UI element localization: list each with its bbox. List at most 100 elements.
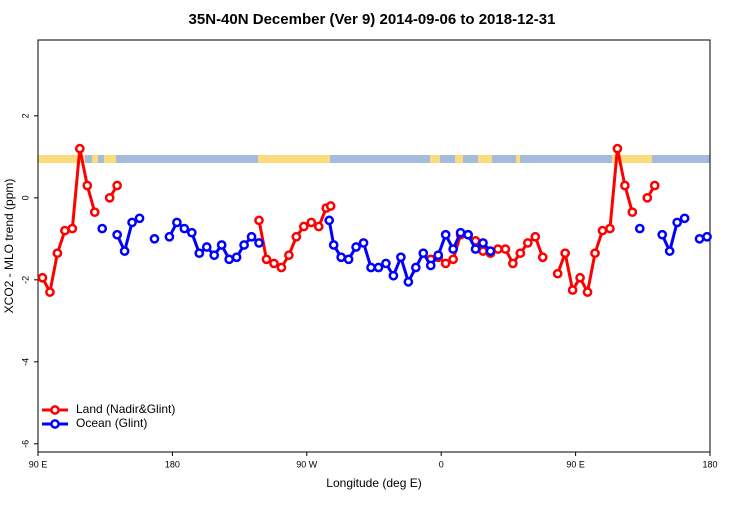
- legend-label: Land (Nadir&Glint): [76, 402, 175, 416]
- data-point: [291, 231, 302, 242]
- data-point: [284, 250, 294, 261]
- data-point: [560, 248, 570, 259]
- data-point: [351, 242, 361, 252]
- data-point: [209, 250, 220, 261]
- data-point: [522, 238, 533, 248]
- data-point: [575, 272, 585, 283]
- data-point: [313, 221, 324, 232]
- data-point: [657, 229, 668, 240]
- data-point: [45, 287, 55, 297]
- data-point: [186, 227, 197, 238]
- data-point: [52, 248, 63, 259]
- data-point: [597, 225, 608, 236]
- data-point: [112, 180, 122, 191]
- x-tick-label: 90 E: [29, 459, 48, 469]
- data-point: [276, 262, 287, 273]
- data-point: [164, 231, 175, 242]
- data-point: [627, 207, 638, 218]
- data-point: [373, 262, 384, 273]
- data-point: [358, 238, 369, 248]
- data-point: [254, 238, 264, 248]
- x-axis-title: Longitude (deg E): [326, 476, 421, 490]
- data-point: [642, 192, 653, 203]
- data-point: [470, 244, 481, 254]
- data-point: [261, 254, 272, 265]
- data-point: [67, 223, 78, 234]
- data-point: [508, 258, 518, 269]
- data-point: [694, 233, 705, 244]
- data-point: [530, 231, 541, 242]
- x-tick-label: 180: [702, 459, 717, 469]
- data-point: [216, 240, 227, 250]
- data-point: [172, 217, 182, 228]
- data-point: [396, 252, 406, 263]
- chart-title: 35N-40N December (Ver 9) 2014-09-06 to 2…: [189, 11, 556, 28]
- data-point: [605, 223, 615, 234]
- data-point: [74, 143, 85, 154]
- data-point: [231, 252, 242, 263]
- data-point: [620, 180, 630, 191]
- data-point: [448, 244, 458, 254]
- data-point: [664, 246, 675, 256]
- y-tick-label: 0: [20, 195, 30, 200]
- data-point: [410, 262, 421, 273]
- legend-marker: [50, 419, 60, 429]
- data-point: [672, 217, 682, 228]
- data-point: [485, 246, 496, 256]
- data-point: [97, 223, 108, 234]
- land-mask-strip: [38, 155, 710, 163]
- y-tick-label: -6: [20, 440, 30, 448]
- data-point: [89, 207, 100, 218]
- data-point: [537, 252, 548, 263]
- data-point: [478, 246, 488, 256]
- series-line: [41, 147, 97, 294]
- data-point: [112, 229, 122, 240]
- data-point: [246, 231, 257, 242]
- data-point: [306, 217, 317, 228]
- data-point: [134, 213, 145, 224]
- data-point: [455, 227, 466, 238]
- data-point: [179, 223, 190, 234]
- data-point: [649, 180, 660, 191]
- data-point: [381, 258, 391, 269]
- data-point: [224, 254, 234, 265]
- data-point: [325, 201, 336, 211]
- y-tick-label: -4: [20, 358, 30, 366]
- data-point: [324, 215, 335, 226]
- plot-frame: [37, 39, 711, 453]
- data-point: [239, 240, 249, 250]
- data-point: [433, 250, 444, 261]
- data-point: [119, 246, 130, 256]
- series-line: [327, 220, 492, 284]
- data-point: [388, 270, 399, 281]
- data-point: [425, 260, 436, 271]
- data-point: [254, 215, 264, 226]
- x-tick-label: 180: [165, 459, 180, 469]
- x-tick-label: 90 E: [566, 459, 585, 469]
- data-point: [194, 248, 205, 259]
- x-tick-label: 90 W: [296, 459, 318, 469]
- data-point: [567, 285, 578, 295]
- data-point: [336, 252, 346, 263]
- data-point: [500, 244, 511, 254]
- data-point: [82, 180, 93, 191]
- data-point: [702, 231, 712, 242]
- y-tick-label: 2: [20, 113, 30, 118]
- data-point: [343, 254, 354, 265]
- data-point: [37, 272, 48, 283]
- data-point: [448, 254, 458, 265]
- data-point: [104, 192, 115, 203]
- data-point: [552, 268, 563, 279]
- data-point: [201, 242, 212, 252]
- data-point: [515, 248, 526, 259]
- data-point: [493, 244, 503, 254]
- data-point: [440, 229, 451, 240]
- data-point: [582, 287, 593, 297]
- data-point: [127, 217, 137, 228]
- legend-label: Ocean (Glint): [76, 416, 147, 430]
- data-point: [679, 213, 690, 224]
- data-point: [298, 221, 309, 232]
- y-tick-label: -2: [20, 276, 30, 284]
- data-point: [149, 233, 160, 244]
